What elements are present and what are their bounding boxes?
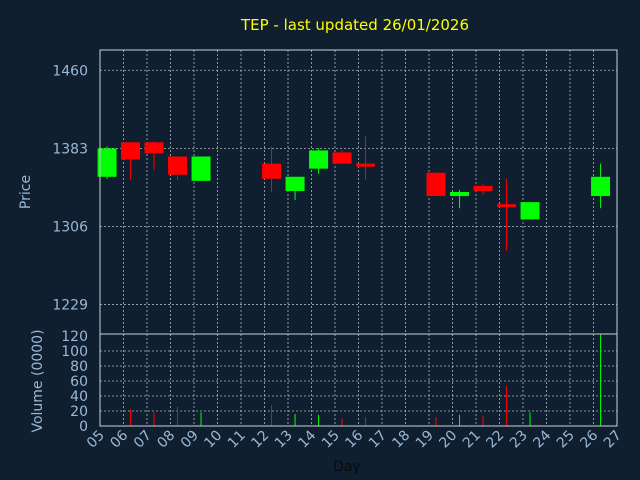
- x-tick-label: 09: [178, 428, 202, 452]
- volume-panel: 05 06 07 08 09 10 11 12 13 14 15 16 17 18 19 20 21 22 23 24…: [61, 329, 625, 451]
- candle: [97, 146, 117, 179]
- x-tick-label: 25: [554, 428, 578, 452]
- candle-body: [168, 156, 188, 175]
- volume-tick-label: 60: [70, 374, 88, 390]
- candle: [591, 163, 611, 209]
- volume-frame: [99, 333, 618, 427]
- x-tick-label: 08: [154, 428, 178, 452]
- x-tick-label: 06: [107, 427, 131, 451]
- candle-body: [144, 142, 164, 154]
- x-tick-label: 12: [248, 428, 272, 452]
- candle-body: [356, 163, 376, 167]
- x-tick-label: 22: [483, 428, 507, 452]
- x-tick-label: 21: [460, 428, 484, 452]
- candle: [168, 156, 188, 180]
- candle-body: [191, 156, 211, 181]
- candle: [121, 142, 141, 180]
- candle-body: [426, 172, 446, 197]
- candle-body: [97, 148, 117, 177]
- price-tick-label: 1229: [52, 298, 88, 314]
- candle: [332, 150, 352, 164]
- x-tick-label: 13: [272, 428, 296, 452]
- x-tick-label: 27: [601, 428, 625, 452]
- candle: [262, 146, 282, 192]
- volume-tick-label: 40: [70, 389, 88, 405]
- x-tick-label: 19: [413, 428, 437, 452]
- candle: [497, 178, 517, 251]
- price-panel: 1460 1383 1306 1229: [52, 49, 618, 335]
- candle: [356, 136, 376, 180]
- x-tick-label: 16: [342, 427, 366, 451]
- x-tick-label: 24: [530, 427, 554, 451]
- candle-body: [497, 204, 517, 208]
- x-tick-label: 18: [389, 428, 413, 452]
- volume-tick-label: 120: [61, 329, 88, 345]
- x-tick-label: 17: [366, 428, 390, 452]
- x-tick-label: 14: [295, 427, 319, 451]
- candle: [473, 183, 493, 196]
- price-tick-label: 1306: [52, 219, 88, 235]
- candle-body: [262, 163, 282, 179]
- candle: [309, 148, 329, 174]
- x-tick-label: 15: [319, 428, 343, 452]
- price-tick-label: 1460: [52, 63, 88, 79]
- candle-body: [332, 152, 352, 164]
- candle-body: [450, 192, 470, 197]
- x-tick-label: 07: [131, 428, 155, 452]
- price-axis-label: Price: [18, 175, 34, 209]
- candle: [285, 176, 305, 201]
- candle-body: [285, 176, 305, 191]
- candle: [450, 189, 470, 209]
- volume-tick-label: 100: [61, 344, 88, 360]
- x-tick-label: 26: [577, 427, 601, 451]
- candle-body: [473, 185, 493, 191]
- volume-axis-label: Volume (0000): [30, 329, 46, 432]
- price-tick-label: 1383: [52, 141, 88, 157]
- volume-tick-label: 80: [70, 359, 88, 375]
- candle: [191, 156, 211, 181]
- candle: [144, 141, 164, 170]
- chart-title: TEP - last updated 26/01/2026: [240, 16, 469, 34]
- x-tick-label: 23: [507, 428, 531, 452]
- candle-body: [520, 202, 540, 220]
- candle: [426, 172, 446, 197]
- candle-body: [591, 176, 611, 197]
- volume-tick-label: 20: [70, 404, 88, 420]
- candle: [520, 202, 540, 220]
- x-tick-label: 20: [436, 428, 460, 452]
- candle-body: [309, 150, 329, 169]
- volume-tick-label: 0: [79, 419, 88, 435]
- candle-body: [121, 142, 141, 160]
- x-tick-label: 10: [201, 428, 225, 452]
- x-tick-label: 11: [225, 428, 249, 452]
- x-axis-label: Day: [333, 459, 361, 475]
